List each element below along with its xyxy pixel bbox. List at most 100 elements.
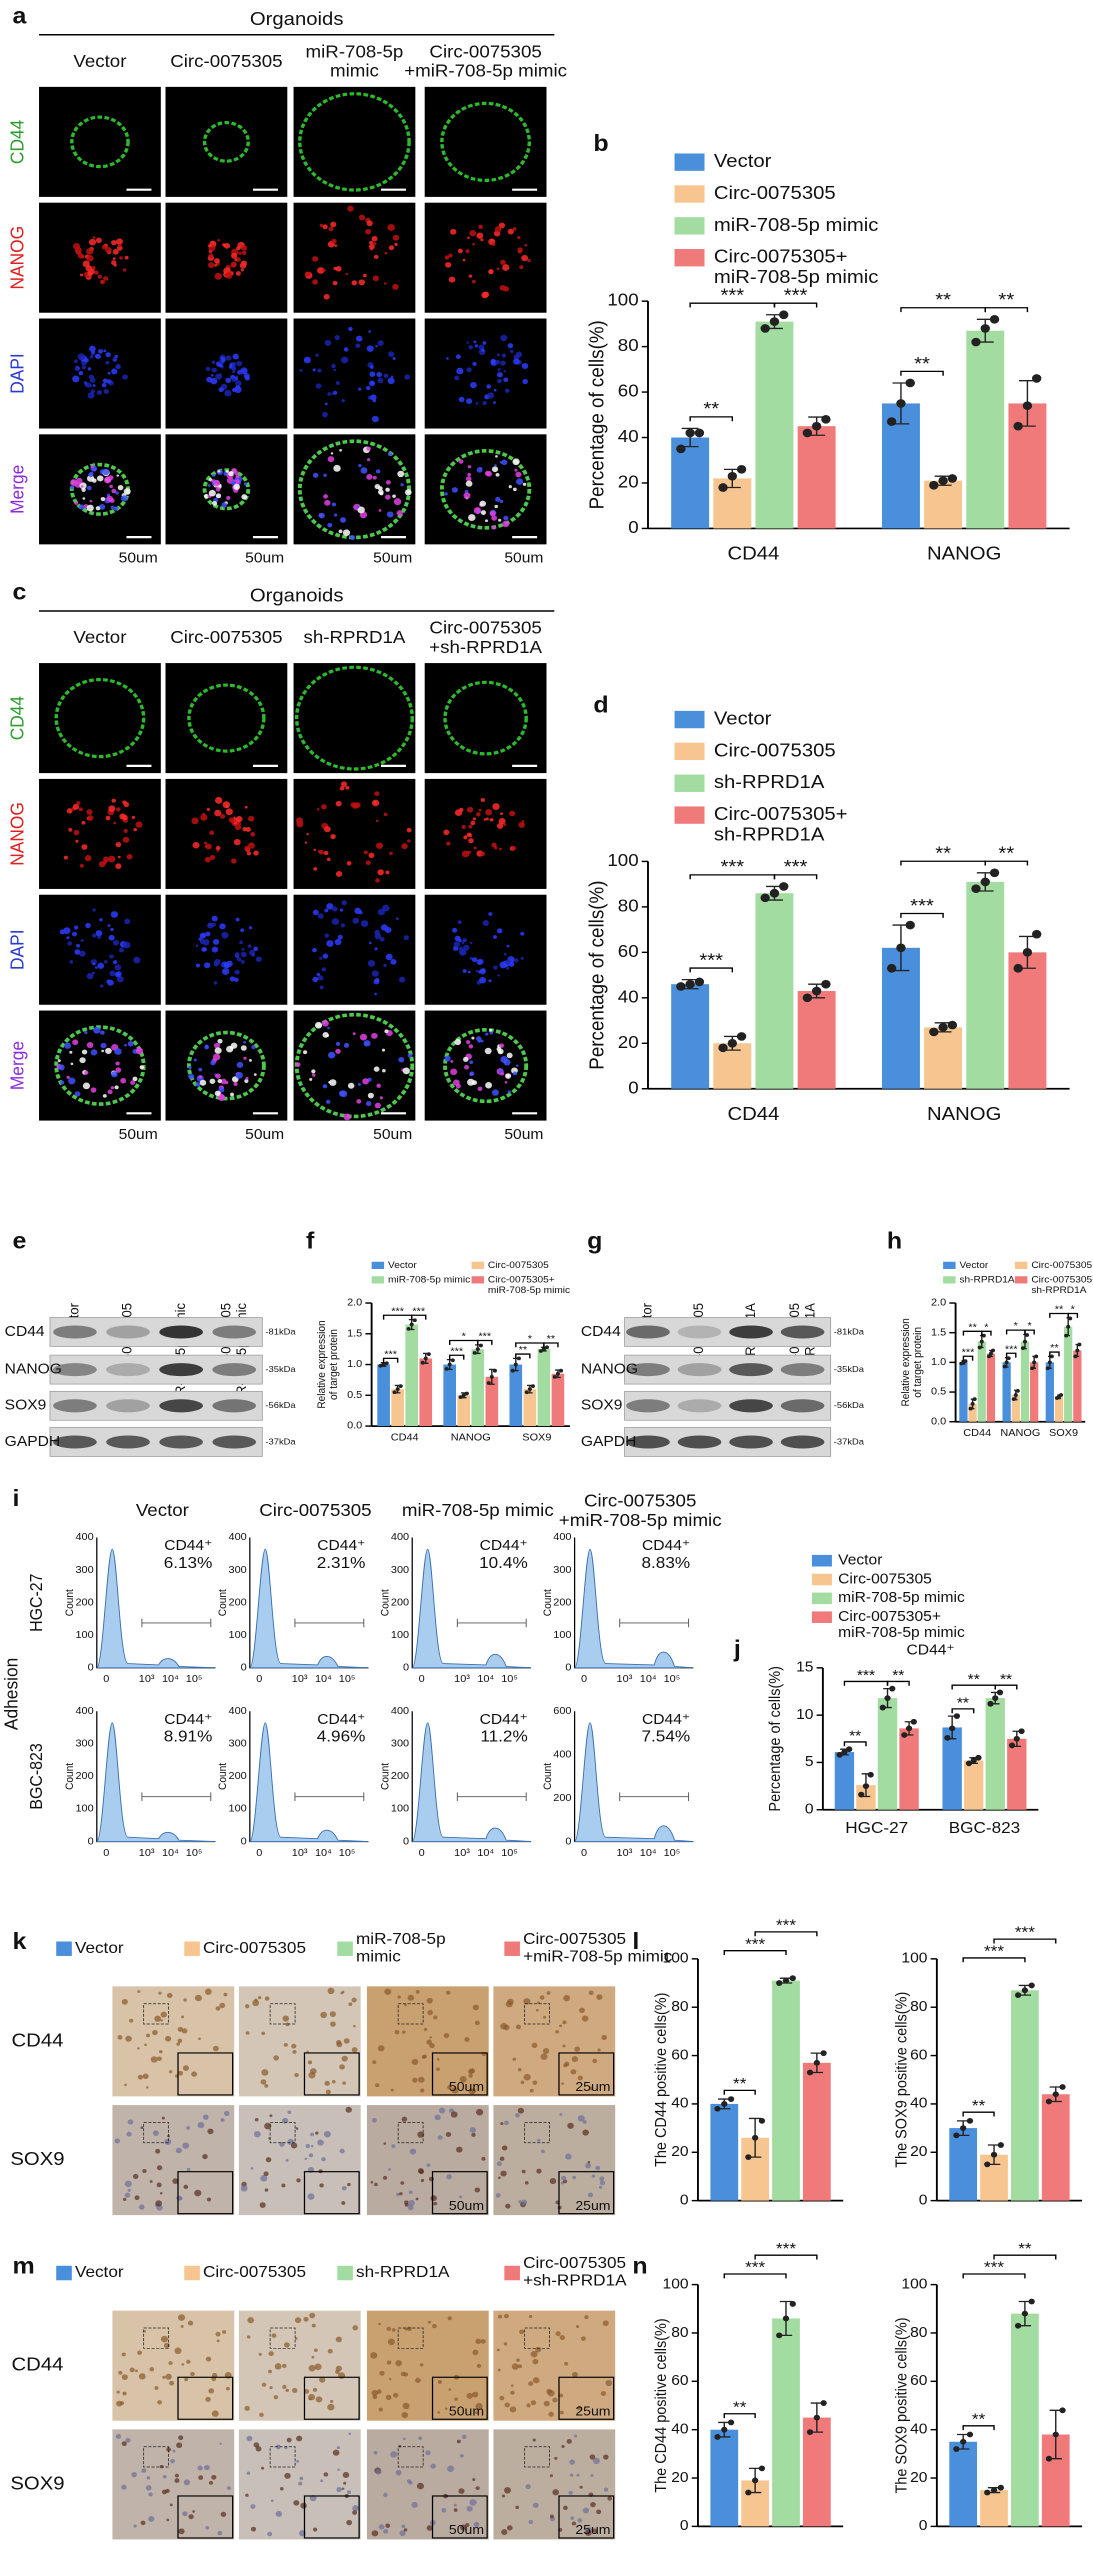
significance-label: *** — [984, 1942, 1005, 1960]
cell — [412, 2077, 418, 2083]
stain-dot — [514, 468, 518, 472]
stain-dot — [376, 371, 383, 378]
stain-dot — [335, 1048, 341, 1054]
significance-label: ** — [957, 1695, 969, 1711]
stain-dot — [473, 846, 477, 850]
stain-dot — [115, 842, 122, 848]
row-label: CD44 — [7, 120, 28, 164]
stain-dot — [465, 398, 473, 405]
bar — [671, 984, 710, 1089]
gate — [294, 1618, 365, 1628]
stain-dot — [76, 801, 81, 805]
data-point — [846, 1746, 853, 1753]
stain-dot — [80, 273, 84, 277]
cell — [348, 2002, 353, 2006]
cell — [532, 2377, 540, 2384]
data-point — [1013, 1393, 1018, 1397]
cell — [300, 2502, 307, 2509]
stain-dot — [322, 224, 328, 230]
stain-dot — [455, 354, 461, 360]
cell — [408, 2480, 413, 2485]
axis-title: The SOX9 positive cells(%) — [893, 2317, 911, 2493]
cell — [134, 2195, 140, 2201]
stain-dot — [89, 471, 94, 476]
stain-dot — [469, 941, 473, 945]
stain-dot — [462, 969, 467, 973]
cell — [342, 2081, 346, 2085]
stain-dot — [367, 1092, 374, 1099]
bar — [899, 1728, 919, 1810]
bar — [755, 893, 794, 1089]
cell — [177, 2314, 186, 2321]
stain-dot — [392, 234, 400, 241]
data-point — [1077, 1342, 1082, 1347]
axis-title: The CD44 positive cells(%) — [653, 2318, 671, 2492]
stain-dot — [450, 1060, 454, 1063]
stain-dot — [85, 922, 91, 929]
stain-dot — [67, 941, 73, 946]
cell — [382, 2175, 388, 2180]
scale-label: 50um — [449, 2404, 484, 2418]
cell — [375, 2083, 380, 2088]
stain-dot — [215, 493, 222, 499]
stain-dot — [316, 808, 320, 811]
cell — [339, 2064, 345, 2070]
cell — [577, 2115, 585, 2122]
stain-dot — [386, 511, 394, 518]
stain-dot — [503, 515, 509, 521]
y-tick-label: 400 — [553, 1532, 571, 1544]
significance-label: *** — [962, 1347, 975, 1359]
x-tick-label: 10³ — [139, 1673, 155, 1685]
cell — [336, 2486, 342, 2493]
x-tick-label: 10⁴ — [640, 1847, 657, 1859]
x-tick-label: 0 — [419, 1847, 425, 1859]
stain-dot — [63, 855, 69, 860]
cell — [305, 2143, 310, 2149]
data-point — [489, 1374, 494, 1379]
data-point — [1013, 963, 1023, 973]
cell — [208, 2388, 215, 2394]
stain-dot — [339, 449, 343, 452]
cell — [509, 2406, 517, 2413]
cell — [131, 2471, 138, 2478]
x-tick-label: 10⁴ — [162, 1847, 179, 1859]
cell — [156, 2056, 162, 2062]
cell — [574, 2434, 578, 2438]
protein-label: CD44 — [5, 1323, 45, 1339]
stain-dot — [103, 960, 108, 964]
stain-dot — [312, 947, 317, 953]
bar — [964, 1760, 984, 1810]
stain-dot — [232, 353, 239, 360]
stain-dot — [347, 205, 354, 212]
stain-dot — [507, 228, 514, 235]
stain-dot — [105, 1047, 112, 1055]
stain-dot — [482, 401, 487, 406]
stain-dot — [356, 1099, 362, 1104]
cell — [523, 2073, 531, 2081]
ihc-image — [493, 1986, 616, 2097]
column-header: miR-708-5p mimic — [402, 1501, 554, 1520]
roi — [143, 2446, 170, 2468]
stain-dot — [215, 845, 221, 851]
cell — [607, 2496, 612, 2501]
stain-dot — [362, 1078, 369, 1085]
cell — [510, 2390, 515, 2395]
y-tick-label: 200 — [553, 1597, 571, 1609]
stain-dot — [377, 377, 384, 384]
micrograph — [293, 778, 416, 889]
stain-dot — [467, 1078, 475, 1086]
cell — [159, 2192, 163, 2195]
gate — [619, 1618, 690, 1628]
cell — [411, 2058, 419, 2066]
stain-ring — [70, 115, 130, 169]
cell — [517, 2107, 525, 2114]
x-tick-label: 10⁵ — [339, 1673, 356, 1685]
stain-dot — [101, 1049, 105, 1053]
stain-dot — [444, 492, 448, 496]
stain-dot — [231, 377, 236, 382]
stain-dot — [455, 1083, 461, 1089]
stain-dot — [456, 367, 464, 375]
panel-letter: k — [12, 1929, 27, 1955]
x-tick-label: 10⁵ — [501, 1847, 518, 1859]
data-point — [905, 378, 915, 388]
